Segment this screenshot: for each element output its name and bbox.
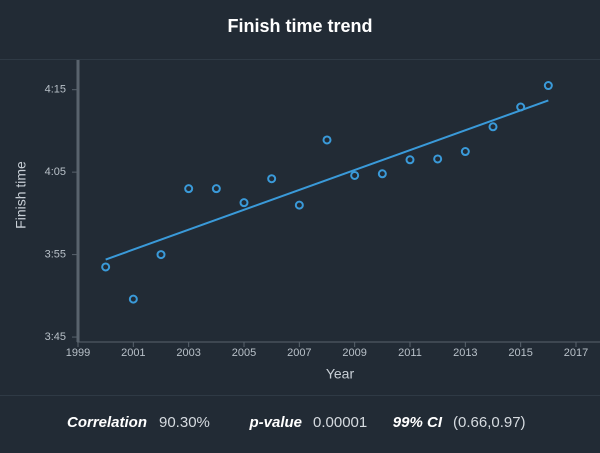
x-tick-label: 2001 bbox=[121, 347, 145, 359]
stat-value: (0.66,0.97) bbox=[453, 414, 526, 431]
y-axis-label: Finish time bbox=[13, 161, 29, 229]
data-point bbox=[101, 262, 111, 272]
data-point bbox=[294, 200, 304, 210]
trend-line bbox=[105, 99, 549, 261]
y-tick-label: 4:05 bbox=[45, 166, 66, 178]
data-point bbox=[543, 81, 553, 91]
x-tick-label: 2015 bbox=[508, 347, 532, 359]
data-point bbox=[350, 170, 360, 180]
y-tick-label: 4:15 bbox=[45, 84, 66, 96]
stat-label: p-value bbox=[248, 414, 302, 431]
stat-value: 90.30% bbox=[159, 414, 210, 431]
x-tick-label: 2003 bbox=[176, 347, 200, 359]
data-point bbox=[184, 184, 194, 194]
data-point bbox=[460, 147, 470, 157]
data-point bbox=[322, 135, 332, 145]
x-axis-label: Year bbox=[326, 366, 355, 382]
stat-value: 0.00001 bbox=[313, 414, 367, 431]
data-point bbox=[377, 169, 387, 179]
chart-title: Finish time trend bbox=[227, 16, 372, 36]
data-point bbox=[516, 102, 526, 112]
data-point bbox=[405, 155, 415, 165]
stat-label: Correlation bbox=[67, 414, 147, 431]
data-point bbox=[488, 122, 498, 132]
data-point bbox=[211, 184, 221, 194]
data-point bbox=[239, 198, 249, 208]
data-point bbox=[156, 250, 166, 260]
data-point bbox=[433, 154, 443, 164]
stat-label: 99% CI bbox=[393, 414, 443, 431]
x-tick-label: 1999 bbox=[66, 347, 90, 359]
x-tick-label: 2011 bbox=[398, 347, 422, 359]
x-tick-label: 2005 bbox=[232, 347, 256, 359]
data-point bbox=[128, 294, 138, 304]
y-tick-label: 3:55 bbox=[45, 249, 66, 261]
y-tick-label: 3:45 bbox=[45, 331, 66, 343]
data-point bbox=[267, 174, 277, 184]
x-tick-label: 2009 bbox=[342, 347, 366, 359]
x-tick-label: 2017 bbox=[564, 347, 588, 359]
x-tick-label: 2007 bbox=[287, 347, 311, 359]
x-tick-label: 2013 bbox=[453, 347, 477, 359]
